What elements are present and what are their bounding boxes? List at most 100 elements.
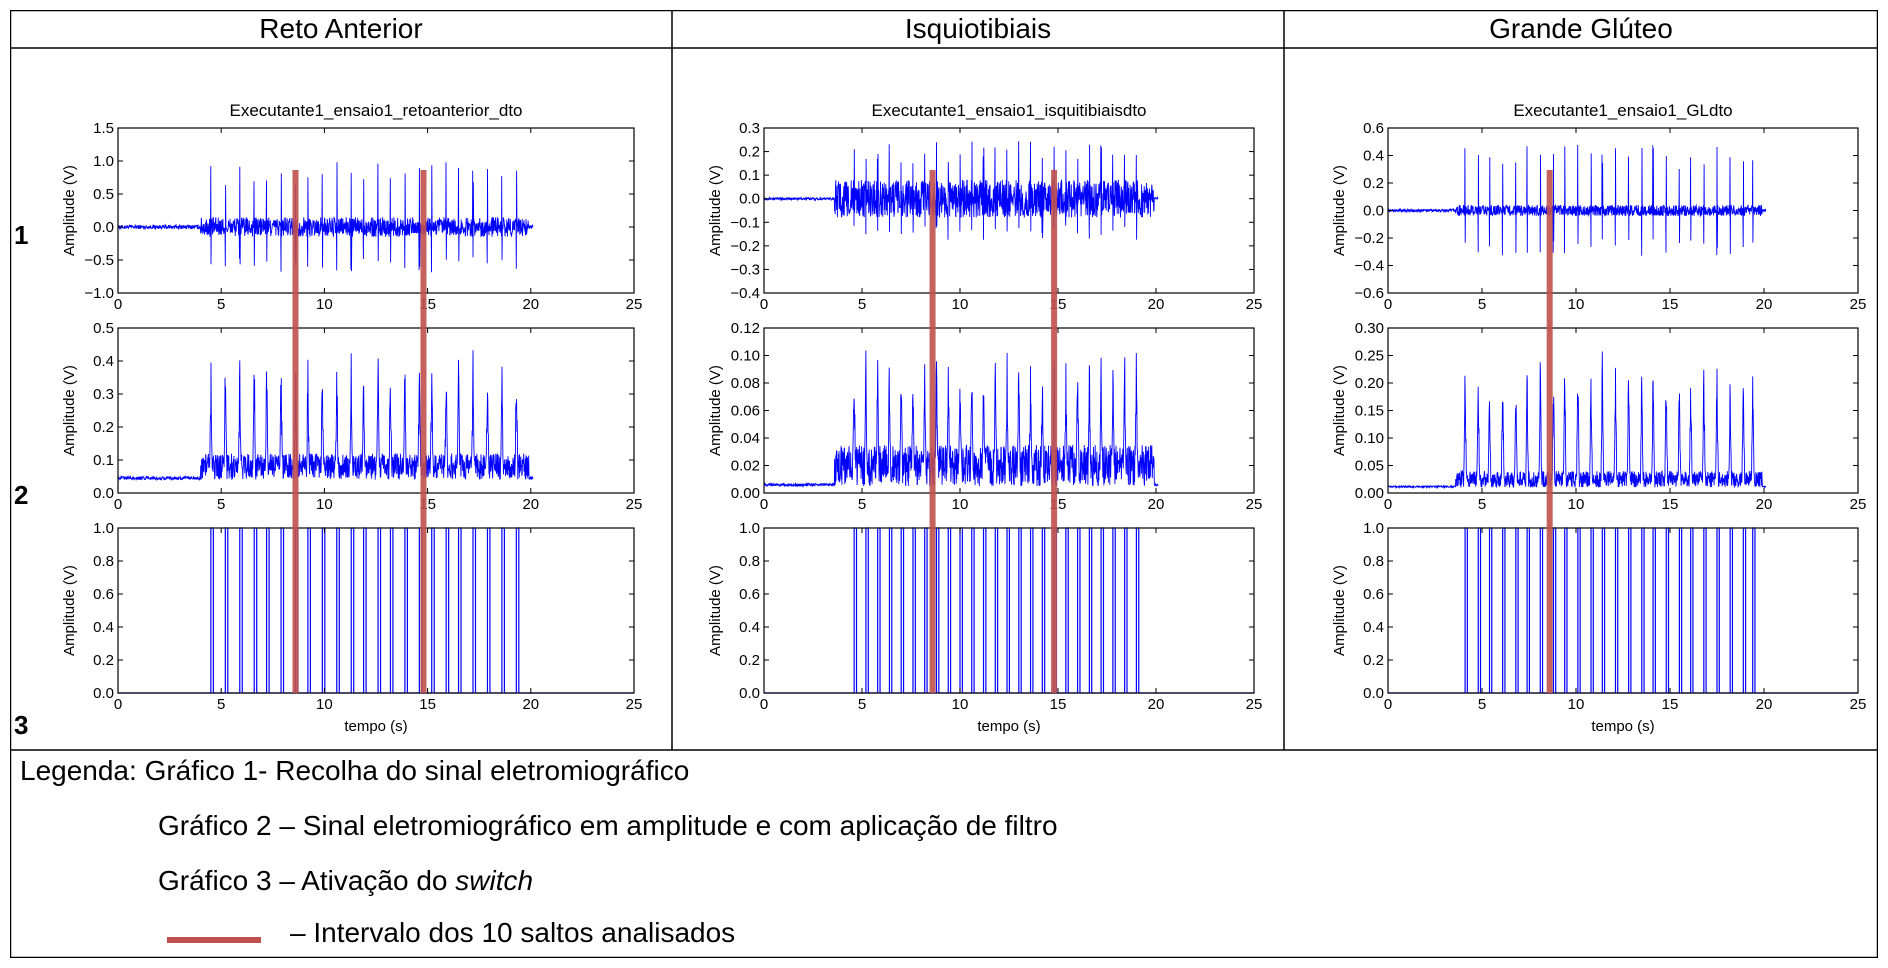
x-tick-label: 15 [1662, 296, 1679, 313]
switch-series [764, 527, 1254, 694]
x-tick-label: 25 [626, 696, 643, 713]
y-tick-label: 1.0 [93, 153, 114, 170]
x-tick-label: 25 [1246, 296, 1263, 313]
x-tick-label: 25 [1246, 496, 1263, 513]
legend-line-3: Gráfico 3 – Ativação do switch [158, 865, 533, 897]
y-tick-label: 0.30 [1355, 320, 1384, 337]
chart-title: Executante1_ensaio1_GLdto [1513, 101, 1732, 120]
chart-grande-gluteo: Executante1_ensaio1_GLdto 0.6 0.4 0.2 0.0 −0.… [1331, 101, 1867, 735]
y-tick-label: 0.0 [739, 685, 760, 702]
y-tick-label: 0.5 [93, 186, 114, 203]
x-tick-label: 0 [114, 696, 122, 713]
x-tick-label: 25 [1246, 696, 1263, 713]
y-tick-label: 0.2 [93, 419, 114, 436]
x-tick-label: 5 [1478, 696, 1486, 713]
header-isquiotibiais: Isquiotibiais [904, 13, 1052, 44]
x-tick-label: 20 [1148, 496, 1165, 513]
panel-1: 0.6 0.4 0.2 0.0 −0.2 −0.4 −0.60 5 10 15 20 25 Amplit… [1331, 120, 1866, 313]
y-tick-label: 0.4 [1363, 619, 1384, 636]
y-tick-label: 0.0 [1363, 203, 1384, 220]
x-tick-label: 20 [1756, 296, 1773, 313]
x-tick-label: 0 [760, 296, 768, 313]
panel-3: 1.0 0.8 0.6 0.4 0.2 0.00 5 10 15 20 25 Amplitude (V… [707, 520, 1262, 713]
y-tick-label: 0.6 [93, 586, 114, 603]
y-tick-label: 1.0 [739, 520, 760, 537]
panel-1: 0.30.20.10.0−0.1−0.2−0.3−0.40 5 10 15 20 25Am… [707, 120, 1262, 313]
axes-frame [117, 527, 635, 694]
y-tick-label: 0.6 [1363, 120, 1384, 137]
y-tick-label: −0.3 [730, 261, 760, 278]
x-tick-label: 10 [952, 496, 969, 513]
y-tick-label: −0.5 [84, 252, 114, 269]
x-tick-label: 20 [522, 496, 539, 513]
y-tick-label: −0.4 [1354, 258, 1384, 275]
row-number-1: 1 [14, 220, 29, 250]
y-tick-label: 0.0 [93, 685, 114, 702]
y-axis-label: Amplitude (V) [707, 165, 724, 256]
chart-isquiotibiais: Executante1_ensaio1_isquitibiaisdto 0.3 0.… [707, 101, 1263, 735]
panel-3: 1.0 0.8 0.6 0.4 0.2 0.00 5 10 15 20 25 Amplitude (V… [1331, 520, 1866, 713]
y-tick-label: −0.1 [730, 214, 760, 231]
x-tick-label: 15 [1050, 696, 1067, 713]
x-tick-label: 0 [1384, 296, 1392, 313]
y-tick-label: 0.6 [739, 586, 760, 603]
panel-3: 1.0 0.8 0.6 0.4 0.2 0.00 5 10 15 20 25 Amplitude (V… [61, 520, 642, 713]
switch-series [1388, 527, 1858, 694]
x-tick-label: 5 [217, 296, 225, 313]
switch-series [118, 527, 634, 694]
y-tick-label: 0.5 [93, 320, 114, 337]
y-tick-label: 0.8 [739, 553, 760, 570]
x-tick-label: 10 [952, 696, 969, 713]
y-tick-label: 0.00 [1355, 485, 1384, 502]
y-tick-label: 0.0 [1363, 685, 1384, 702]
y-tick-label: 0.06 [731, 403, 760, 420]
x-tick-label: 0 [760, 696, 768, 713]
x-tick-label: 10 [1568, 696, 1585, 713]
y-tick-label: 0.0 [739, 191, 760, 208]
legend-line-4: – Intervalo dos 10 saltos analisados [290, 917, 736, 948]
row-number-2: 2 [14, 480, 29, 510]
y-axis-label: Amplitude (V) [1331, 565, 1348, 656]
x-tick-label: 20 [1148, 296, 1165, 313]
axes-frame [117, 327, 635, 494]
header-grande-gluteo: Grande Glúteo [1489, 13, 1673, 44]
y-tick-label: −0.2 [730, 238, 760, 255]
x-tick-label: 5 [858, 496, 866, 513]
legend-line-2: Gráfico 2 – Sinal eletromiográfico em am… [158, 810, 1058, 841]
chart-reto-anterior: Executante1_ensaio1_retoanterior_dto 1.5 1… [61, 101, 642, 735]
signal-series [117, 162, 534, 273]
x-tick-label: 5 [217, 496, 225, 513]
table-grid [10, 10, 1878, 958]
x-tick-label: 20 [1756, 696, 1773, 713]
y-tick-label: 0.02 [731, 458, 760, 475]
signal-series [117, 350, 534, 482]
x-tick-label: 10 [952, 296, 969, 313]
x-tick-label: 10 [316, 496, 333, 513]
y-tick-label: 0.0 [93, 485, 114, 502]
y-tick-label: 0.1 [739, 167, 760, 184]
x-tick-label: 20 [1756, 496, 1773, 513]
x-tick-label: 5 [1478, 496, 1486, 513]
x-tick-label: 25 [1850, 496, 1867, 513]
y-tick-label: 0.12 [731, 320, 760, 337]
axes-frame [1387, 327, 1859, 494]
x-tick-label: 20 [1148, 696, 1165, 713]
x-tick-label: 0 [114, 296, 122, 313]
axes-frame [763, 127, 1255, 294]
x-axis-label: tempo (s) [1591, 718, 1654, 735]
x-tick-label: 10 [1568, 296, 1585, 313]
y-axis-label: Amplitude (V) [1331, 165, 1348, 256]
panel-1: 1.51.00.50.0−0.5−1.00 5 10 15 20 25Amplitude … [61, 120, 642, 313]
y-tick-label: 0.2 [739, 652, 760, 669]
x-tick-label: 25 [1850, 296, 1867, 313]
y-tick-label: −1.0 [84, 285, 114, 302]
x-tick-label: 15 [1662, 496, 1679, 513]
y-tick-label: 0.10 [1355, 430, 1384, 447]
y-tick-label: 0.20 [1355, 375, 1384, 392]
y-tick-label: 0.4 [93, 619, 114, 636]
x-tick-label: 10 [316, 696, 333, 713]
legend-line-3-italic: switch [455, 865, 534, 896]
y-tick-label: 0.2 [1363, 175, 1384, 192]
y-tick-label: 0.05 [1355, 458, 1384, 475]
